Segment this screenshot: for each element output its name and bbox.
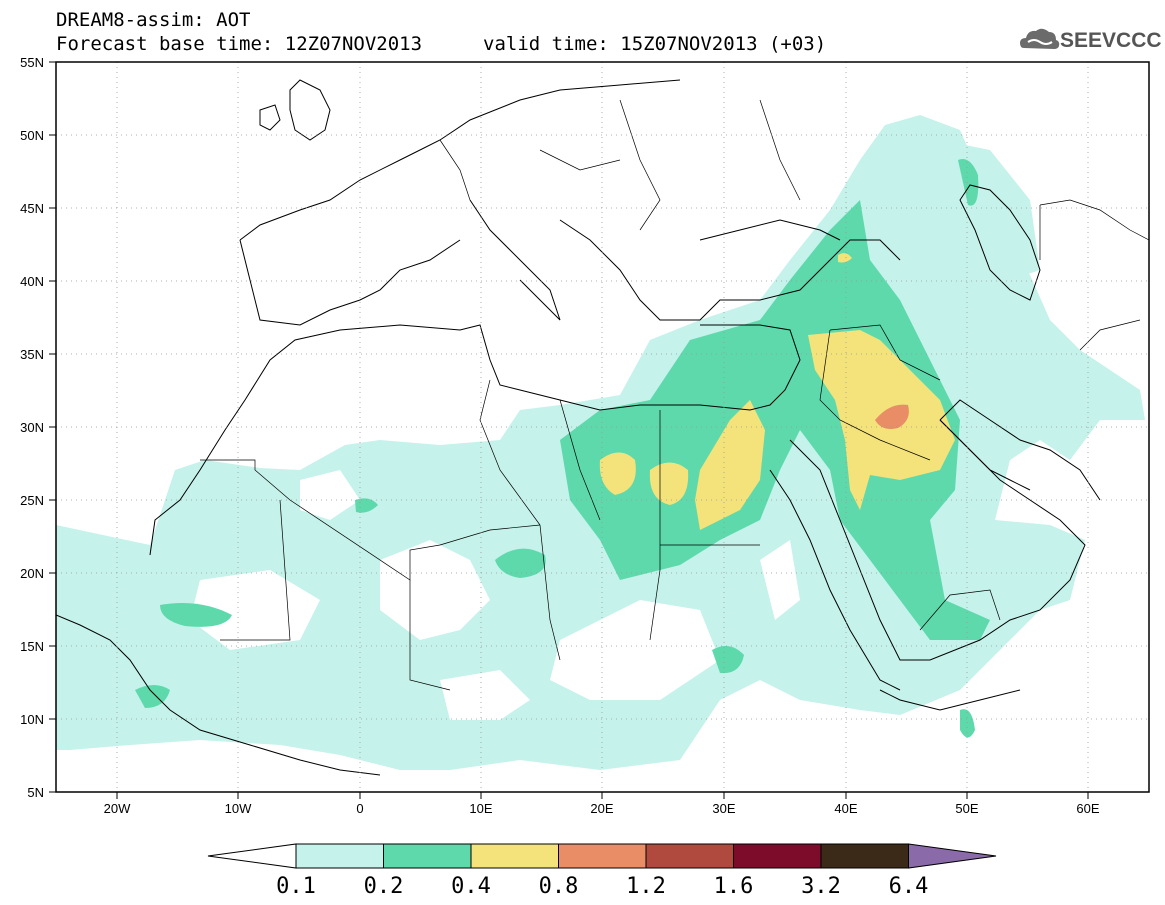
colorbar-swatch-4: [558, 843, 647, 869]
colorbar-swatch-5: [645, 843, 734, 869]
base-time-label: Forecast base time: 12Z07NOV2013: [56, 33, 423, 55]
lon-label-10e: 10E: [469, 801, 492, 816]
colorbar-swatch-3: [470, 843, 559, 869]
lat-label-5n: 5N: [27, 785, 44, 800]
lon-label-10w: 10W: [225, 801, 252, 816]
lon-label-30e: 30E: [712, 801, 735, 816]
cloud-logo-icon: [1020, 28, 1060, 49]
colorbar-label-0.4: 0.4: [451, 874, 491, 899]
seevccc-logo: SEEVCCC: [1060, 29, 1162, 52]
lon-label-20w: 20W: [104, 801, 131, 816]
lon-labels: 20W 10W 0 10E 20E 30E 40E 50E 60E: [104, 801, 1100, 816]
lat-label-15n: 15N: [20, 639, 44, 654]
colorbar-label-0.1: 0.1: [276, 874, 316, 899]
lon-label-50e: 50E: [955, 801, 978, 816]
colorbar-label-1.2: 1.2: [626, 874, 666, 899]
lat-label-50n: 50N: [20, 128, 44, 143]
colorbar-left-arrow: [207, 843, 297, 869]
lat-label-45n: 45N: [20, 201, 44, 216]
lon-label-40e: 40E: [834, 801, 857, 816]
aot-low-holes: [190, 470, 800, 720]
lat-label-20n: 20N: [20, 566, 44, 581]
lat-label-25n: 25N: [20, 493, 44, 508]
lon-label-60e: 60E: [1076, 801, 1099, 816]
gridlines: [56, 62, 1149, 792]
aot-fields: [56, 115, 1145, 770]
lon-label-0: 0: [356, 801, 363, 816]
colorbar-swatch-7: [820, 843, 909, 869]
lat-label-30n: 30N: [20, 420, 44, 435]
colorbar-label-1.6: 1.6: [714, 874, 754, 899]
colorbar-label-0.2: 0.2: [364, 874, 404, 899]
lat-label-35n: 35N: [20, 347, 44, 362]
lat-label-40n: 40N: [20, 274, 44, 289]
colorbar-swatch-1: [295, 843, 384, 869]
coastlines: [56, 79, 1101, 776]
aot-band-0.2: [135, 159, 990, 738]
colorbar-label-6.4: 6.4: [889, 874, 929, 899]
borders: [200, 99, 1149, 691]
valid-time-label: valid time: 15Z07NOV2013 (+03): [483, 33, 827, 55]
colorbar-right-arrow: [908, 843, 997, 869]
map-title: DREAM8-assim: AOT: [56, 9, 251, 31]
lat-label-10n: 10N: [20, 712, 44, 727]
lon-label-20e: 20E: [590, 801, 613, 816]
lat-labels: 55N 50N 45N 40N 35N 30N 25N 20N 15N 10N …: [20, 55, 44, 800]
colorbar-swatch-2: [383, 843, 472, 869]
tick-marks: [49, 61, 1089, 799]
colorbar-label-3.2: 3.2: [801, 874, 841, 899]
lat-label-55n: 55N: [20, 55, 44, 70]
colorbar: 0.1 0.2 0.4 0.8 1.2 1.6 3.2 6.4: [207, 843, 997, 899]
colorbar-swatch-6: [733, 843, 822, 869]
colorbar-label-0.8: 0.8: [539, 874, 579, 899]
aot-band-0.8: [875, 404, 909, 429]
